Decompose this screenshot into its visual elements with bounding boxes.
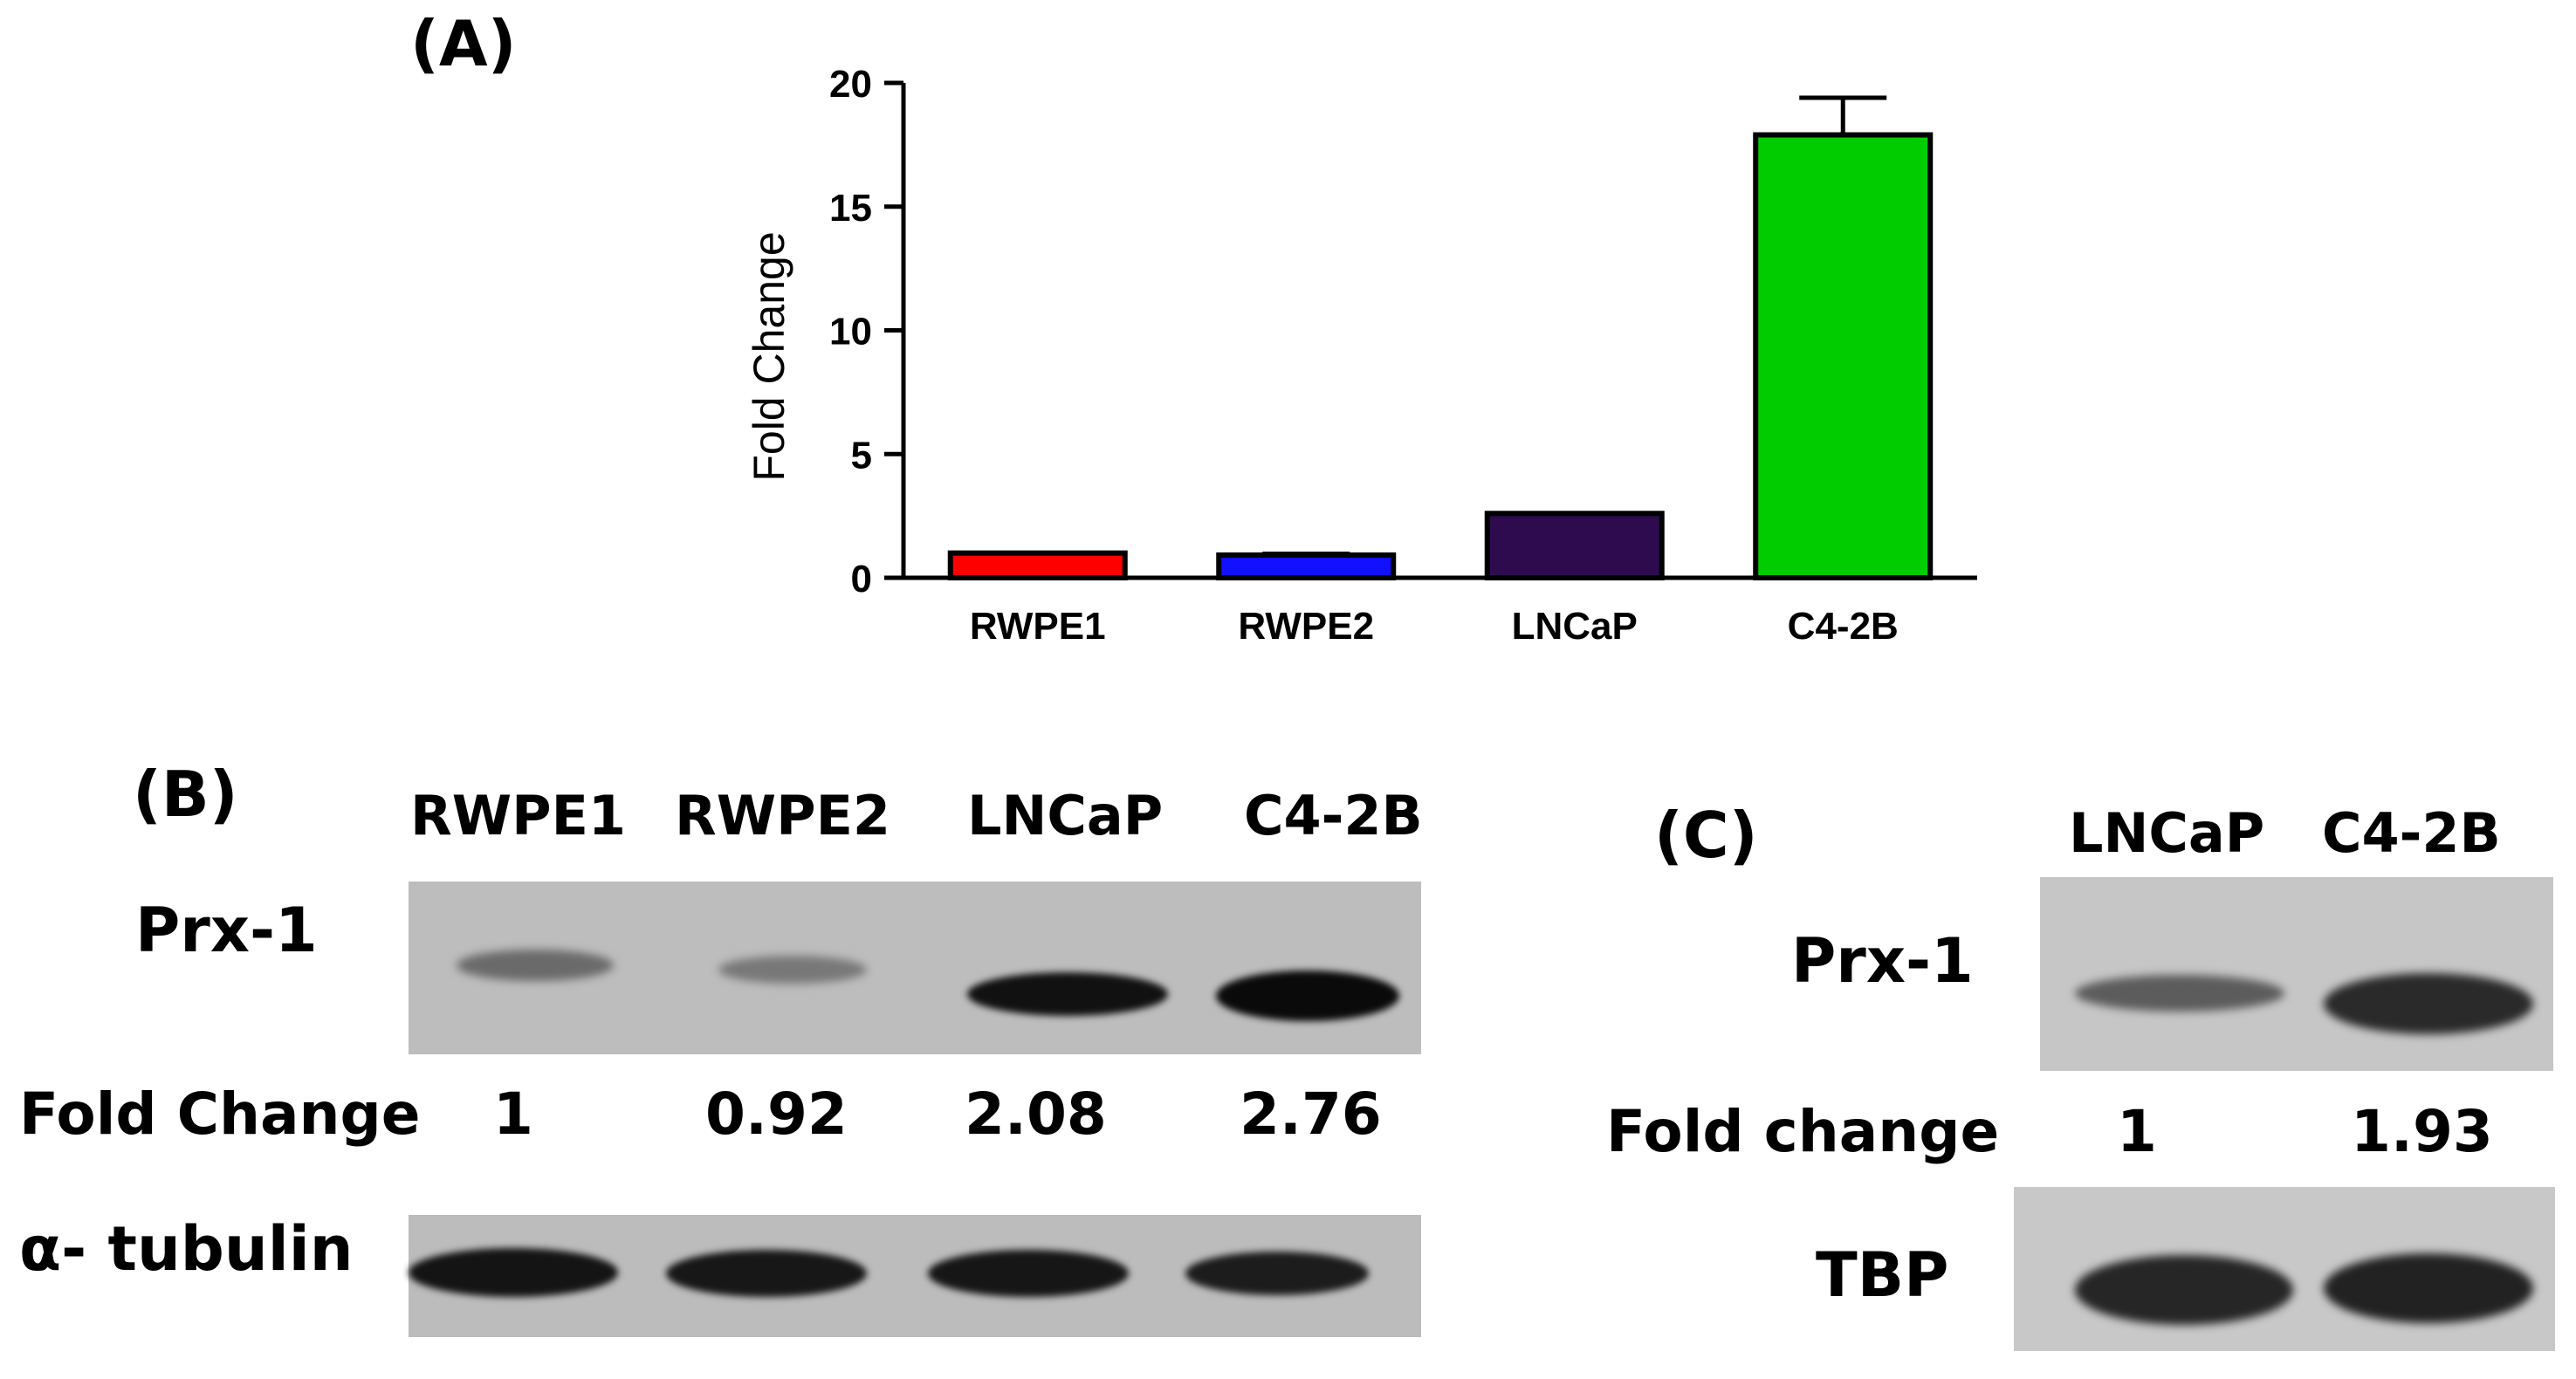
x-tick-label: LNCaP (1512, 605, 1638, 648)
tbp-band-c42b (2324, 1253, 2533, 1323)
y-tick-label: 20 (829, 63, 872, 106)
tubulin-band-c42b (1185, 1252, 1369, 1295)
lane-label-lncap: LNCaP (967, 784, 1164, 847)
y-tick-label: 0 (851, 558, 872, 600)
y-tick-label: 15 (829, 187, 872, 230)
lane-label-c-lncap: LNCaP (2069, 801, 2265, 865)
fold-value-c-lncap: 1 (2117, 1098, 2157, 1165)
band-c-lncap (2075, 975, 2284, 1012)
bar-rwpe1 (947, 550, 1128, 581)
y-axis-label: Fold Change (745, 231, 793, 481)
fold-value-rwpe2: 0.92 (705, 1081, 848, 1148)
lane-label-rwpe1: RWPE1 (410, 784, 627, 847)
lane-label-c42b: C4-2B (1244, 784, 1423, 847)
band-c-c42b (2324, 973, 2533, 1034)
band-rwpe1 (457, 950, 614, 981)
fold-value-c42b: 2.76 (1240, 1081, 1382, 1148)
tbp-blot (2014, 1187, 2555, 1351)
fold-value-rwpe1: 1 (493, 1081, 533, 1148)
x-tick-label: RWPE2 (1238, 605, 1374, 648)
tbp-label: TBP (1816, 1239, 1949, 1311)
band-rwpe2 (718, 956, 867, 984)
tubulin-label: α- tubulin (19, 1213, 354, 1285)
prx1-label-c: Prx-1 (1791, 925, 1974, 997)
tubulin-band-rwpe1 (409, 1248, 618, 1297)
tbp-band-lncap (2075, 1255, 2293, 1325)
fold-change-label-c: Fold change (1606, 1098, 2000, 1165)
bar-rwpe2 (1216, 552, 1397, 581)
prx1-blot-b (409, 882, 1421, 1054)
panel-label-b: (B) (133, 758, 238, 831)
y-tick-label: 5 (851, 434, 872, 477)
lane-label-c-c42b: C4-2B (2322, 801, 2501, 865)
prx1-label-b: Prx-1 (135, 895, 318, 966)
tubulin-band-lncap (928, 1250, 1129, 1297)
x-tick-label: RWPE1 (970, 605, 1106, 648)
lane-label-rwpe2: RWPE2 (675, 784, 891, 847)
fold-value-lncap: 2.08 (965, 1081, 1107, 1148)
bar-chart: 0 5 10 15 20 Fold Change RWPE1 RWPE2 LNCaP C4-2B (745, 63, 1977, 648)
prx1-blot-c (2040, 877, 2553, 1071)
bar-lncap (1484, 511, 1665, 580)
panel-label-c: (C) (1654, 799, 1758, 872)
y-tick-label: 10 (829, 311, 872, 353)
fold-change-label-b: Fold Change (19, 1081, 421, 1148)
band-c42b (1216, 971, 1399, 1021)
fold-value-c-c42b: 1.93 (2351, 1098, 2493, 1165)
x-tick-label: C4-2B (1788, 605, 1899, 648)
tubulin-blot (409, 1215, 1421, 1337)
bar-c4-2b (1753, 132, 1934, 580)
panel-label-a: (A) (410, 7, 517, 80)
band-lncap (967, 972, 1168, 1016)
tubulin-band-rwpe2 (666, 1250, 867, 1297)
